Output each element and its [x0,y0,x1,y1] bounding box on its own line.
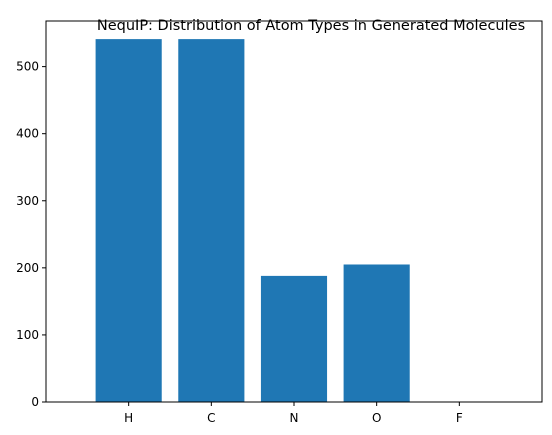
y-tick-label: 200 [16,261,39,275]
y-tick-label: 0 [31,395,39,409]
bar-n [260,275,328,402]
bar-h [95,39,162,403]
x-tick-label: H [124,411,133,425]
y-tick-label: 400 [16,127,39,141]
plot-frame [45,20,543,403]
bar-o [343,264,410,402]
plot-area: H C N O F 0 100 200 300 400 500 [16,39,463,425]
x-tick-label: N [290,411,299,425]
x-tick-label: O [372,411,381,425]
x-tick-label: C [207,411,215,425]
y-tick-label: 100 [16,328,39,342]
x-tick-label: F [456,411,463,425]
y-tick-label: 500 [16,60,39,74]
chart-title: NequIP: Distribution of Atom Types in Ge… [97,18,525,34]
bar-c [178,39,245,403]
y-tick-label: 300 [16,194,39,208]
